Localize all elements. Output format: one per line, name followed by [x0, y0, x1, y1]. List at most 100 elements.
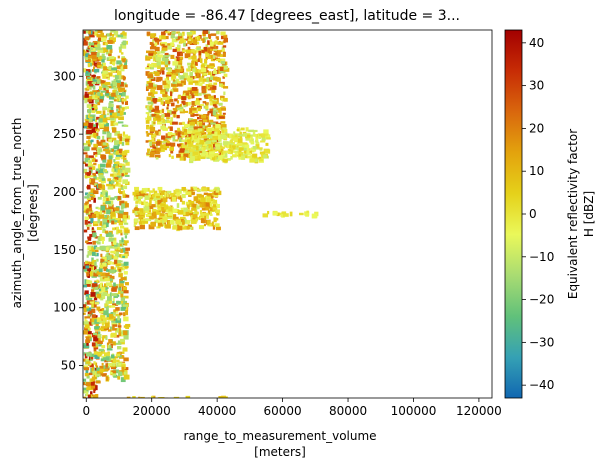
echo-cell: [255, 143, 260, 149]
echo-cell: [100, 253, 103, 258]
echo-cell: [104, 230, 109, 234]
echo-cell: [188, 57, 192, 60]
echo-cell: [91, 119, 96, 122]
echo-cell: [110, 173, 114, 177]
echo-cell: [104, 81, 111, 86]
echo-cell: [91, 128, 97, 134]
echo-cell: [112, 178, 115, 182]
echo-cell: [191, 63, 196, 69]
echo-cell: [179, 35, 183, 40]
echo-cell: [95, 236, 100, 239]
echo-cell: [122, 347, 128, 352]
echo-cell: [175, 188, 180, 193]
echo-cell: [103, 148, 109, 152]
echo-cell: [213, 199, 218, 204]
echo-cell: [109, 292, 112, 298]
echo-cell: [264, 133, 268, 137]
echo-cell: [97, 64, 102, 68]
echo-cell: [107, 116, 110, 120]
echo-cell: [88, 42, 95, 46]
echo-cell: [208, 33, 212, 38]
echo-cell: [96, 52, 100, 58]
echo-cell: [88, 117, 93, 122]
echo-cell: [124, 167, 131, 173]
echo-cell: [114, 210, 119, 214]
echo-cell: [83, 30, 86, 34]
echo-cell: [88, 155, 94, 158]
echo-cell: [222, 52, 226, 57]
echo-cell: [126, 396, 131, 398]
echo-cell: [134, 226, 140, 231]
echo-cell: [102, 106, 108, 111]
echo-cell: [149, 196, 154, 200]
echo-cell: [213, 95, 216, 99]
echo-cell: [106, 342, 110, 347]
echo-cell: [209, 63, 215, 67]
echo-cell: [143, 200, 146, 205]
echo-cell: [152, 211, 157, 215]
echo-cell: [196, 72, 200, 78]
echo-cell: [124, 310, 129, 316]
echo-cell: [190, 62, 193, 68]
echo-cell: [181, 186, 186, 191]
echo-cell: [221, 35, 225, 40]
echo-cell: [94, 211, 101, 217]
echo-cell: [198, 104, 205, 107]
echo-cell: [94, 265, 97, 271]
echo-cell: [100, 372, 103, 376]
echo-cell: [83, 304, 86, 308]
echo-cell: [217, 41, 224, 45]
echo-cell: [207, 55, 211, 59]
echo-cell: [110, 37, 116, 43]
echo-cell: [152, 98, 158, 103]
echo-cell: [164, 78, 168, 83]
x-tick-label: 80000: [329, 404, 367, 418]
echo-cell: [112, 240, 117, 245]
echo-cell: [261, 137, 266, 141]
echo-cell: [102, 221, 107, 226]
echo-cell: [98, 179, 103, 182]
echo-cell: [105, 272, 110, 277]
echo-cell: [112, 300, 115, 304]
echo-cell: [93, 281, 98, 285]
echo-cell: [108, 106, 114, 112]
echo-cell: [112, 227, 116, 231]
echo-cell: [166, 72, 173, 76]
echo-cell: [191, 101, 197, 106]
echo-cell: [181, 96, 187, 101]
echo-cell: [96, 110, 102, 114]
echo-cell: [185, 395, 191, 398]
echo-cell: [101, 37, 107, 42]
echo-cell: [174, 70, 180, 76]
echo-cell: [178, 95, 182, 99]
echo-cell: [86, 208, 93, 212]
echo-cell: [207, 86, 214, 91]
echo-cell: [210, 46, 215, 51]
echo-cell: [157, 148, 161, 152]
echo-cell: [239, 135, 243, 141]
echo-cell: [165, 209, 170, 213]
echo-cell: [203, 78, 207, 82]
x-tick-label: 100000: [391, 404, 437, 418]
echo-cell: [106, 375, 109, 378]
echo-cell: [187, 65, 191, 70]
echo-cell: [99, 168, 105, 172]
echo-cell: [212, 70, 218, 74]
echo-cell: [111, 358, 117, 364]
echo-cell: [114, 99, 119, 102]
echo-cell: [90, 77, 93, 83]
echo-cell: [210, 48, 213, 52]
echo-cell: [199, 203, 202, 208]
echo-cell: [117, 213, 123, 219]
echo-cell: [91, 251, 96, 256]
echo-cell: [213, 52, 218, 56]
echo-cell: [86, 85, 90, 90]
echo-cell: [212, 225, 216, 230]
echo-cell: [102, 75, 107, 79]
echo-cell: [120, 296, 126, 301]
echo-cell: [133, 223, 136, 227]
echo-cell: [157, 199, 162, 205]
echo-cell: [188, 194, 192, 197]
echo-cell: [146, 133, 150, 137]
